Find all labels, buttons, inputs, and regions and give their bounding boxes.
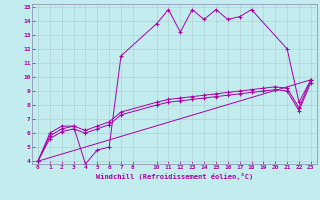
X-axis label: Windchill (Refroidissement éolien,°C): Windchill (Refroidissement éolien,°C) xyxy=(96,173,253,180)
